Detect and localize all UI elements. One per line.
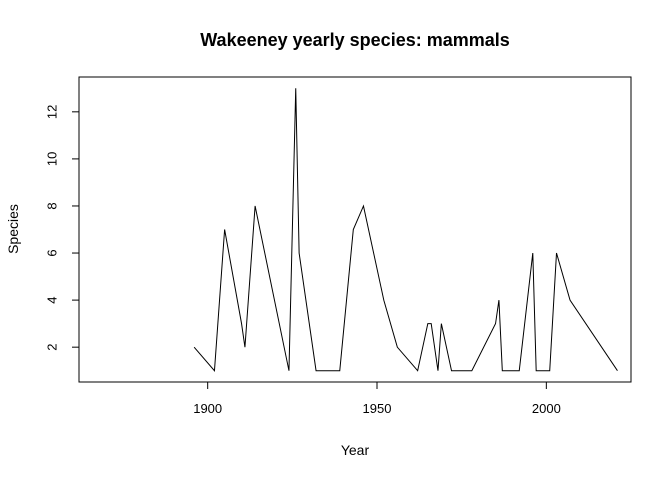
y-axis-label: Species — [5, 204, 21, 254]
y-tick-label: 10 — [45, 152, 60, 166]
series-line — [193, 88, 618, 372]
y-tick-label: 6 — [45, 249, 60, 256]
y-tick-label: 2 — [45, 344, 60, 351]
chart-title: Wakeeney yearly species: mammals — [200, 30, 510, 50]
y-tick-label: 8 — [45, 202, 60, 209]
y-tick-label: 12 — [45, 105, 60, 119]
x-tick-label: 1950 — [363, 401, 392, 416]
x-tick-label: 1900 — [193, 401, 222, 416]
x-axis: 1900 1950 2000 — [193, 381, 561, 416]
x-axis-label: Year — [341, 442, 370, 458]
plot-area-frame — [78, 76, 632, 383]
x-tick-label: 2000 — [532, 401, 561, 416]
y-tick-label: 4 — [45, 296, 60, 303]
y-axis: 2 4 6 8 10 12 — [45, 105, 80, 351]
